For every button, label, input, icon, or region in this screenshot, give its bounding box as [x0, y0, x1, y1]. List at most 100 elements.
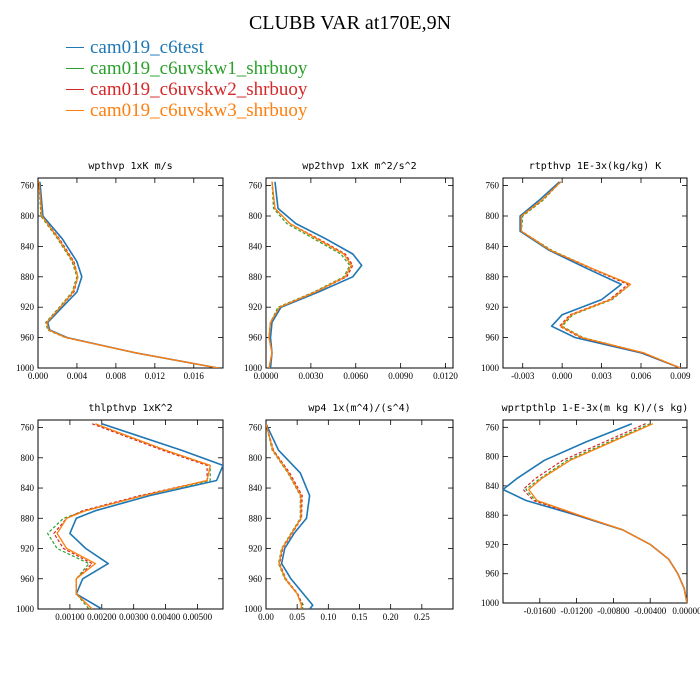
- series-line-4: [38, 181, 219, 368]
- y-tick-label: 800: [21, 211, 35, 221]
- y-tick-label: 880: [486, 510, 500, 520]
- series-line-1: [266, 423, 314, 609]
- plot-frame: [265, 419, 454, 610]
- y-tick-label: 760: [486, 422, 500, 432]
- x-tick-label: 0.000: [552, 371, 573, 381]
- x-tick-label: 0.009: [670, 371, 691, 381]
- legend-swatch: [66, 89, 84, 90]
- x-tick-label: 0.000: [28, 371, 49, 381]
- panel-2: wp2thvp 1xK m^2/s^2 760 800 840 880 920 960 100…: [244, 161, 458, 381]
- y-tick-label: 1000: [16, 604, 35, 614]
- y-tick-label: 760: [21, 423, 35, 433]
- y-tick-label: 800: [486, 211, 500, 221]
- panel-5: wp4 1x(m^4)/(s^4)76080084088092096010000…: [244, 403, 454, 622]
- y-tick-label: 840: [486, 481, 500, 491]
- x-tick-label: 0.016: [184, 371, 205, 381]
- y-tick-label: 840: [21, 241, 35, 251]
- y-tick-label: 880: [249, 513, 263, 523]
- series-line-1: [69, 423, 223, 609]
- series-group: [46, 423, 223, 609]
- series-group: [503, 422, 687, 603]
- series-line-3: [266, 423, 303, 609]
- legend-swatch: [66, 110, 84, 111]
- x-tick-label: 0.0000: [254, 371, 279, 381]
- panel-title: thlpthvp 1xK^2: [88, 403, 172, 414]
- legend-swatch: [66, 68, 84, 69]
- y-tick-label: 1000: [244, 604, 263, 614]
- x-tick-label: -0.01600: [524, 606, 557, 616]
- plot-frame: [502, 419, 688, 604]
- y-tick-label: 960: [486, 333, 500, 343]
- y-tick-label: 920: [486, 302, 500, 312]
- y-tick-label: 920: [249, 302, 263, 312]
- series-line-4: [56, 423, 211, 609]
- y-tick-label: 960: [486, 569, 500, 579]
- series-line-2: [38, 181, 219, 368]
- x-tick-label: 0.00500: [183, 612, 213, 622]
- series-line-2: [520, 181, 681, 368]
- series-line-4: [528, 423, 687, 603]
- panel-title: wp4 1x(m^4)/(s^4): [308, 403, 410, 414]
- y-tick-label: 800: [249, 211, 263, 221]
- x-tick-label: -0.00400: [634, 606, 667, 616]
- legend-swatch: [66, 47, 84, 48]
- y-tick-label: 960: [21, 333, 35, 343]
- panel-1: wpthvp 1xK m/s76080084088092096010000.00…: [16, 161, 224, 381]
- y-tick-label: 1000: [481, 363, 500, 373]
- x-tick-label: 0.25: [414, 612, 430, 622]
- y-tick-label: 960: [249, 333, 263, 343]
- y-tick-label: 960: [21, 574, 35, 584]
- series-line-4: [268, 181, 352, 368]
- x-tick-label: 0.0120: [433, 371, 458, 381]
- panel-4: thlpthvp 1xK^2 760 800 840 880 920 960 1000 0.00…: [16, 403, 224, 622]
- x-tick-label: 0.008: [106, 371, 127, 381]
- y-tick-label: 840: [21, 483, 35, 493]
- series-group: [519, 181, 681, 368]
- panel-6: wprtpthlp 1-E-3x(m kg K)/(s kg)760 800 840…: [481, 403, 700, 616]
- series-line-1: [503, 422, 687, 603]
- series-group: [38, 181, 219, 368]
- panel-title: rtpthvp 1E-3x(kg/kg) K: [529, 161, 661, 172]
- x-tick-label: 0.0060: [343, 371, 368, 381]
- y-tick-label: 840: [249, 483, 263, 493]
- legend-label: cam019_c6uvskw1_shrbuoy: [90, 58, 308, 79]
- figure-title: CLUBB VAR at170E,9N: [248, 12, 452, 34]
- x-tick-label: 0.20: [383, 612, 399, 622]
- x-tick-label: 0.003: [591, 371, 612, 381]
- y-tick-label: 800: [486, 452, 500, 462]
- series-line-4: [520, 181, 681, 368]
- plot-frame: [502, 177, 688, 369]
- x-tick-label: 0.10: [320, 612, 336, 622]
- legend-label: cam019_c6uvskw2_shrbuoy: [90, 79, 308, 100]
- y-tick-label: 1000: [481, 598, 500, 608]
- legend-label: cam019_c6uvskw3_shrbuoy: [90, 100, 308, 121]
- plot-frame: [37, 419, 224, 610]
- x-tick-label: 0.00300: [119, 612, 149, 622]
- legend-item-c6uvskw2: cam019_c6uvskw2_shrbuoy: [66, 79, 386, 100]
- legend-item-c6test: cam019_c6test: [66, 37, 386, 58]
- series-line-1: [269, 181, 363, 368]
- legend-item-c6uvskw1: cam019_c6uvskw1_shrbuoy: [66, 58, 386, 79]
- x-tick-label: 0.00400: [151, 612, 181, 622]
- y-tick-label: 800: [249, 453, 263, 463]
- x-tick-label: 0.05: [289, 612, 305, 622]
- y-tick-label: 760: [249, 181, 263, 191]
- series-line-3: [268, 181, 354, 368]
- x-tick-label: 0.004: [67, 371, 88, 381]
- x-tick-label: 0.00200: [87, 612, 117, 622]
- x-tick-label: 0.012: [145, 371, 165, 381]
- y-tick-label: 840: [249, 241, 263, 251]
- x-tick-label: 0.006: [631, 371, 652, 381]
- series-line-2: [268, 181, 351, 368]
- legend-label: cam019_c6test: [90, 37, 204, 58]
- plot-frame: [265, 177, 454, 369]
- panel-title: wpthvp 1xK m/s: [88, 161, 172, 172]
- series-group: [268, 181, 363, 368]
- series-line-2: [266, 423, 304, 609]
- y-tick-label: 880: [486, 272, 500, 282]
- x-tick-label: 0.0090: [388, 371, 413, 381]
- y-tick-label: 1000: [16, 363, 35, 373]
- series-line-1: [519, 181, 681, 368]
- y-tick-label: 880: [249, 272, 263, 282]
